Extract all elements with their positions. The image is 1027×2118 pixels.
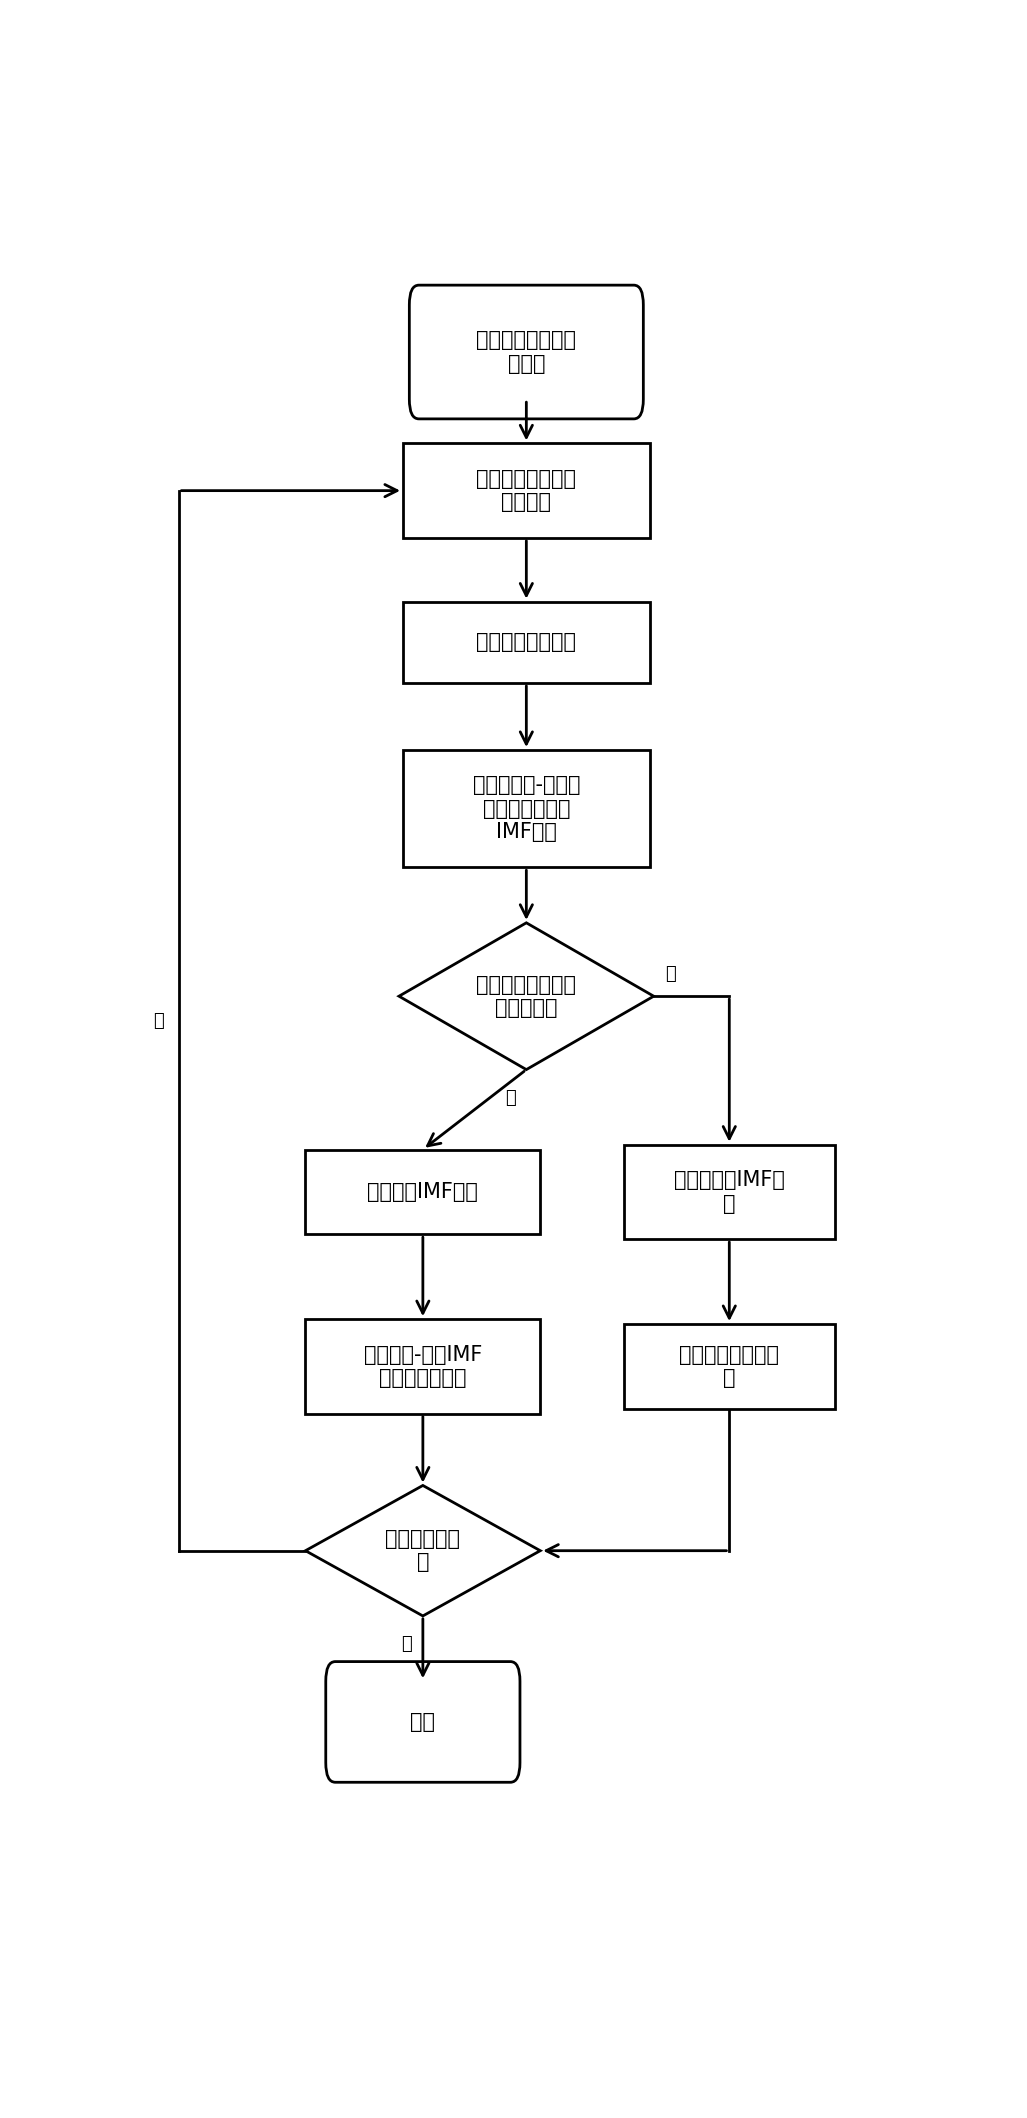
Text: 找到信号极大值和
极小值: 找到信号极大值和 极小值 — [477, 330, 576, 373]
Text: 用原始信号-包络线
平均值得到疑似
IMF分量: 用原始信号-包络线 平均值得到疑似 IMF分量 — [472, 775, 580, 841]
Bar — [305, 1320, 540, 1413]
Text: 将该分量当作新信
号: 将该分量当作新信 号 — [679, 1345, 779, 1387]
FancyBboxPatch shape — [326, 1663, 520, 1781]
Text: 是: 是 — [402, 1635, 412, 1654]
Bar — [623, 1324, 835, 1408]
Text: 做极大值和极小值
的包络线: 做极大值和极小值 的包络线 — [477, 468, 576, 513]
Text: 原始信号-当前IMF
分量得到新信号: 原始信号-当前IMF 分量得到新信号 — [364, 1345, 482, 1387]
Bar — [305, 1150, 540, 1235]
Text: 判断该分量是否满
足两个条件: 判断该分量是否满 足两个条件 — [477, 974, 576, 1019]
Bar — [403, 602, 650, 684]
Bar — [403, 750, 650, 868]
Text: 求包络线的平均值: 求包络线的平均值 — [477, 633, 576, 652]
Bar — [403, 443, 650, 538]
FancyBboxPatch shape — [410, 286, 643, 419]
Polygon shape — [305, 1485, 540, 1616]
Bar — [623, 1144, 835, 1239]
Text: 否: 否 — [665, 966, 677, 983]
Text: 结束: 结束 — [411, 1711, 435, 1733]
Text: 是: 是 — [505, 1089, 516, 1108]
Text: 该分量不是IMF分
量: 该分量不是IMF分 量 — [674, 1171, 785, 1214]
Polygon shape — [398, 923, 654, 1070]
Text: 否: 否 — [153, 1012, 164, 1029]
Text: 该分量是IMF分量: 该分量是IMF分量 — [368, 1182, 479, 1201]
Text: 新信号是否单
调: 新信号是否单 调 — [385, 1529, 460, 1572]
